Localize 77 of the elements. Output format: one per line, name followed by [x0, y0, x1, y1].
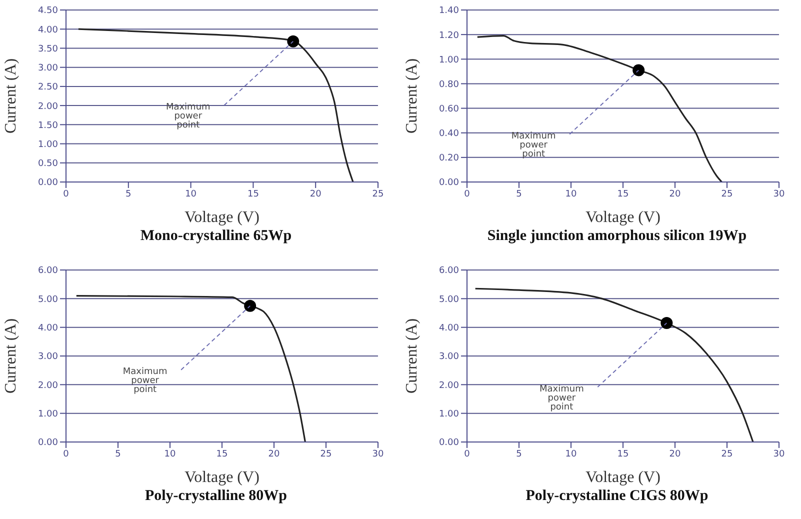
x-tick-label: 10 [164, 448, 176, 459]
x-tick-label: 25 [721, 448, 733, 459]
line-series [76, 294, 306, 442]
y-tick-label: 6.00 [38, 266, 58, 276]
y-tick-label: 4.00 [438, 323, 460, 334]
y-tick-label: 0.40 [438, 129, 460, 140]
x-tick-label: 25 [721, 189, 733, 200]
x-axis-title: Voltage (V) [184, 209, 260, 226]
x-tick-label: 15 [617, 189, 629, 200]
y-axis-title: Current (A) [404, 58, 421, 134]
line-series [474, 287, 754, 442]
y-tick-label: 1.20 [438, 30, 460, 41]
x-tick-label: 0 [63, 448, 70, 459]
y-tick-label: 4.00 [38, 25, 58, 36]
x-tick-label: 0 [464, 448, 470, 459]
y-tick-label: 2.00 [38, 102, 58, 112]
y-tick-label: 0.00 [38, 438, 58, 448]
text: Poly-crystalline 80Wp [144, 488, 288, 504]
y-tick-label: 0.00 [38, 178, 58, 188]
y-tick-label: 2.00 [38, 380, 58, 390]
y-tick-label: 0.00 [438, 178, 460, 188]
x-tick-label: 20 [669, 189, 681, 200]
annotation: Maximum power point [122, 366, 168, 395]
y-tick-label: 5.00 [438, 294, 460, 304]
x-tick-label: 30 [773, 448, 785, 459]
y-tick-label: 0.20 [438, 154, 460, 164]
y-tick-label: 0.60 [438, 104, 460, 114]
x-tick-label: 20 [268, 448, 280, 459]
y-axis-title: Current (A) [404, 318, 421, 394]
y-tick-label: 4.50 [38, 6, 58, 16]
y-axis-title: Current (A) [2, 58, 20, 134]
y-tick-label: 4.00 [38, 323, 58, 334]
y-tick-label: 3.50 [38, 44, 58, 54]
text: Poly-crystalline CIGS 80Wp [524, 488, 710, 504]
y-tick-label: 1.00 [38, 140, 58, 150]
x-tick-label: 30 [372, 448, 384, 459]
y-tick-label: 2.50 [38, 82, 58, 93]
y-tick-label: 1.00 [38, 409, 58, 420]
annotation: Maximum power point [540, 384, 584, 412]
x-tick-label: 0 [63, 189, 70, 200]
y-axis-title: Current (A) [2, 318, 20, 394]
y-tick-label: 1.40 [438, 6, 460, 16]
y-tick-label: 0.80 [438, 80, 460, 90]
x-tick-label: 5 [516, 189, 522, 200]
x-tick-label: 5 [115, 448, 121, 459]
x-tick-label: 10 [565, 448, 577, 459]
x-tick-label: 15 [617, 448, 629, 459]
x-tick-label: 10 [185, 189, 197, 200]
x-tick-label: 15 [216, 448, 228, 459]
line-series [476, 35, 723, 182]
x-tick-label: 25 [320, 448, 332, 459]
y-tick-label: 6.00 [438, 266, 460, 276]
line-series [78, 28, 354, 182]
text: Single junction amorphous silicon 19Wp [486, 228, 748, 245]
x-tick-label: 25 [372, 189, 384, 200]
x-tick-label: 20 [669, 448, 681, 459]
y-tick-label: 1.00 [438, 55, 460, 66]
y-tick-label: 0.00 [438, 438, 460, 448]
y-tick-label: 2.00 [438, 380, 460, 390]
x-axis-title: Voltage (V) [586, 468, 660, 486]
y-tick-label: 1.50 [38, 120, 58, 131]
x-tick-label: 5 [516, 448, 522, 459]
x-tick-label: 15 [247, 189, 259, 200]
x-axis-title: Voltage (V) [184, 468, 260, 486]
x-tick-label: 0 [464, 189, 470, 200]
x-axis-title: Voltage (V) [586, 209, 660, 226]
y-tick-label: 0.50 [38, 159, 58, 170]
x-tick-label: 30 [773, 189, 785, 200]
y-tick-label: 3.00 [38, 64, 58, 74]
y-tick-label: 1.00 [438, 409, 460, 420]
y-tick-label: 3.00 [438, 352, 460, 362]
x-tick-label: 10 [565, 189, 577, 200]
y-tick-label: 5.00 [38, 294, 58, 304]
x-tick-label: 5 [126, 189, 132, 200]
text: Mono-crystalline 65Wp [139, 228, 293, 245]
y-tick-label: 3.00 [38, 352, 58, 362]
x-tick-label: 20 [310, 189, 322, 200]
